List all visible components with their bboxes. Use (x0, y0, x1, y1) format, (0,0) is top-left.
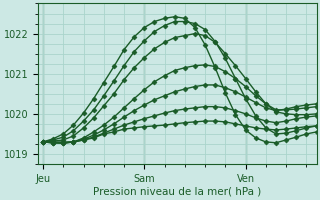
X-axis label: Pression niveau de la mer( hPa ): Pression niveau de la mer( hPa ) (93, 187, 261, 197)
